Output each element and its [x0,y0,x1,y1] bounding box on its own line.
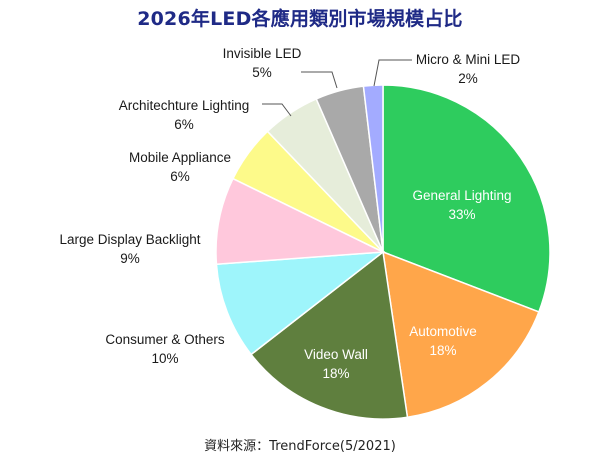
slice-value-micro-and-mini-led: 2% [458,71,478,86]
leader-line-architechture-lighting [262,103,292,117]
pie-slice-video-wall [250,250,409,420]
slice-label-invisible-led: Invisible LED [223,46,302,61]
chart-title: 2026年LED各應用類別市場規模占比 [137,8,463,30]
slice-label-general-lighting: General Lighting [412,188,511,203]
slice-value-general-lighting: 33% [448,207,475,222]
slice-value-video-wall: 18% [322,366,349,381]
slice-label-large-display-backlight: Large Display Backlight [59,232,200,247]
slice-value-automotive: 18% [429,343,456,358]
chart-source: 資料來源：TrendForce(5/2021) [204,439,396,454]
pie-slice-large-display-backlight [215,177,386,266]
slice-label-automotive: Automotive [409,324,477,339]
slice-label-video-wall: Video Wall [304,347,368,362]
slice-value-consumer-and-others: 10% [151,351,178,366]
pie-slice-consumer-and-others [215,251,386,356]
slice-label-mobile-appliance: Mobile Appliance [129,150,231,165]
pie-slice-general-lighting [382,84,551,313]
slice-label-micro-and-mini-led: Micro & Mini LED [416,52,521,67]
leader-line-invisible-led [301,71,338,89]
pie-slice-micro-and-mini-led [362,84,384,253]
slice-value-architechture-lighting: 6% [174,117,194,132]
pie-slice-automotive [382,250,540,419]
slice-label-consumer-and-others: Consumer & Others [105,332,225,347]
leader-line-micro-and-mini-led [373,59,412,87]
slice-value-large-display-backlight: 9% [120,251,140,266]
slice-label-architechture-lighting: Architechture Lighting [119,98,250,113]
slice-value-invisible-led: 5% [252,65,272,80]
slice-value-mobile-appliance: 6% [170,169,190,184]
